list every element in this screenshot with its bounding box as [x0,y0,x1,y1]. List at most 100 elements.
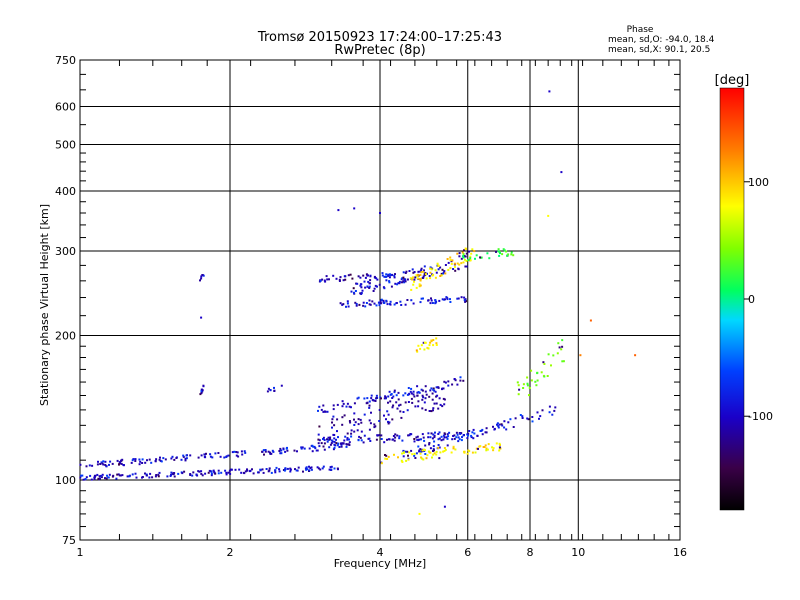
data-point [419,452,422,455]
data-point [457,440,460,443]
data-point [399,300,402,303]
data-point [382,300,385,303]
data-point [421,407,424,410]
data-point [267,387,270,390]
data-point [357,275,360,278]
data-point [522,387,525,389]
data-point [112,474,115,477]
data-point [391,438,394,441]
data-point [427,432,430,435]
data-point [431,392,434,395]
data-point [482,446,485,448]
data-point [394,282,397,285]
data-point [423,439,426,442]
data-point [419,277,422,280]
data-point [430,299,433,302]
data-point [383,441,386,444]
data-point [225,455,228,458]
data-point [344,278,347,281]
data-point [517,384,520,387]
data-point [326,438,328,441]
data-point [499,444,501,446]
data-point [227,471,230,474]
data-point [362,441,365,444]
data-point [345,405,348,408]
data-point [80,474,82,477]
data-point [346,402,349,405]
data-point [389,400,392,403]
y-tick-labels: 75 100 200 300 400 500 600 750 [55,54,76,547]
data-point [208,469,211,472]
data-point [139,460,142,463]
data-point [322,445,325,448]
data-point [479,256,482,259]
data-point [459,376,462,379]
data-point [185,454,188,457]
data-point [229,472,232,475]
data-point [177,472,180,475]
data-point [369,440,372,442]
data-point [477,447,479,450]
data-point [248,470,251,473]
data-point [230,468,233,471]
data-point [526,417,529,420]
data-point [401,452,404,455]
data-point [468,250,470,253]
data-point [130,461,133,464]
data-point [448,431,451,434]
data-point [320,442,323,445]
data-point [329,436,332,439]
data-point [345,305,347,308]
data-point [157,475,160,478]
data-point [402,280,405,283]
data-point [170,473,172,476]
data-point [313,445,316,448]
data-point [320,408,323,411]
data-point [346,302,349,305]
data-point [366,285,369,288]
data-point [528,387,531,389]
data-point [358,435,361,438]
data-point [146,459,148,462]
y-tick-label: 500 [55,139,76,152]
data-point [434,431,436,434]
data-point [417,344,420,347]
data-point [447,268,450,271]
data-point [100,476,103,479]
data-point [466,452,469,455]
data-point [418,278,421,281]
data-point [402,276,405,279]
data-point [401,281,403,284]
colorbar-tick-label: -100 [748,410,773,423]
data-point [138,463,141,466]
data-point [432,407,435,410]
data-point [267,450,270,453]
data-point [387,395,390,398]
data-point [200,454,203,457]
data-point [450,262,453,265]
data-point [419,274,422,276]
data-point [428,395,431,398]
data-point [397,456,399,459]
data-point [304,467,307,470]
data-point [378,420,381,422]
data-point [388,276,391,279]
data-point [223,456,226,459]
data-point [330,439,333,442]
data-point [458,255,461,258]
data-point [505,250,508,253]
data-point [278,468,281,471]
data-point [512,426,515,428]
data-point [217,469,220,472]
data-point [360,421,363,424]
data-point [350,290,353,293]
data-point [501,424,504,427]
data-point [510,251,513,254]
data-point [181,472,184,475]
data-point [393,274,396,277]
data-point [439,275,442,277]
data-point [430,432,433,435]
data-point [400,459,403,462]
data-point [269,389,272,392]
data-point [496,423,498,426]
